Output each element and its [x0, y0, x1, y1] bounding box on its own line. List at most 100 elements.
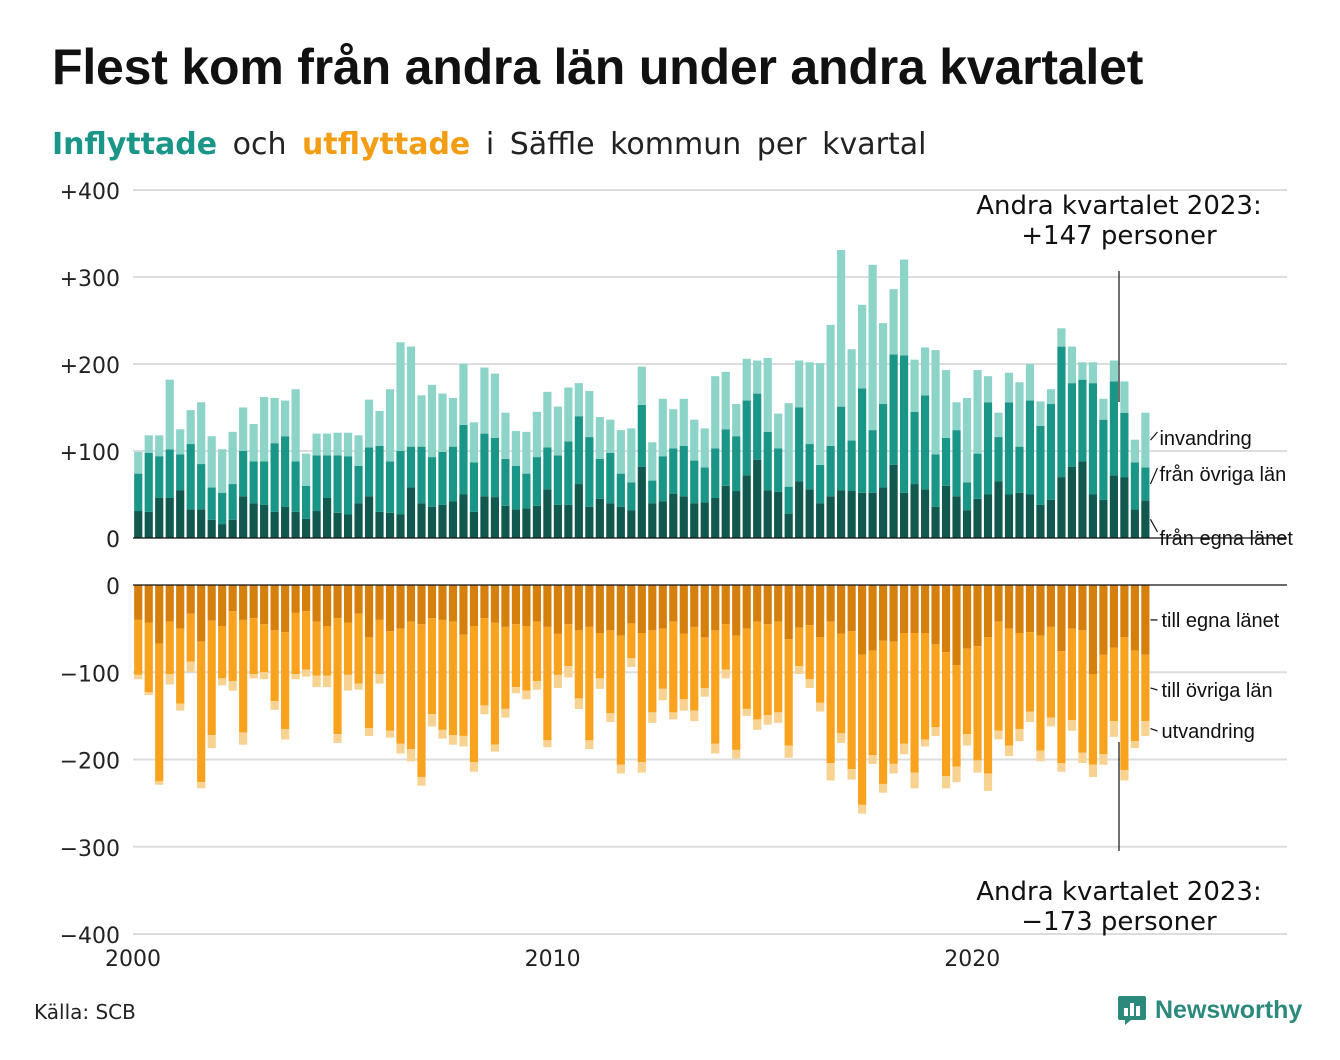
- bar-out-emigration: [1099, 754, 1108, 765]
- bar-in-local: [134, 511, 143, 538]
- bar-out-local: [448, 585, 458, 622]
- bar-in-immigration: [302, 453, 311, 486]
- bar-in-other: [637, 404, 646, 467]
- bar-out-other: [480, 618, 489, 706]
- bar-out-other: [134, 619, 143, 675]
- bar-out-emigration: [1088, 764, 1098, 777]
- series-label-utvandring: utvandring: [1161, 721, 1254, 743]
- bar-out-emigration: [669, 712, 678, 720]
- bar-out-emigration: [134, 674, 143, 680]
- bar-out-emigration: [721, 669, 730, 679]
- bar-in-immigration: [1067, 346, 1077, 384]
- bar-out-emigration: [637, 762, 646, 773]
- subtitle-inflyttade: Inflyttade: [52, 127, 218, 162]
- bar-in-local: [952, 496, 961, 538]
- bar-in-local: [375, 511, 384, 538]
- bar-out-other: [837, 633, 846, 734]
- bar-out-emigration: [1046, 717, 1056, 727]
- bar-out-local: [511, 585, 521, 625]
- bar-in-immigration: [679, 398, 688, 446]
- bar-out-emigration: [522, 690, 531, 700]
- bar-out-other: [669, 621, 678, 713]
- bar-out-emigration: [427, 714, 437, 727]
- bar-out-emigration: [186, 661, 195, 673]
- bar-out-local: [291, 585, 300, 613]
- bar-out-other: [511, 624, 521, 688]
- chart-title: Flest kom från andra län under andra kva…: [52, 39, 1144, 95]
- bar-out-other: [784, 639, 793, 746]
- bar-out-local: [396, 585, 405, 629]
- bar-out-other: [721, 624, 730, 670]
- bar-in-other: [375, 445, 384, 512]
- bar-in-other: [868, 430, 877, 493]
- bar-out-local: [134, 585, 143, 620]
- bar-out-emigration: [239, 732, 248, 745]
- bar-in-immigration: [879, 323, 888, 405]
- bar-in-other: [1015, 446, 1024, 493]
- bar-in-other: [952, 430, 961, 497]
- bar-out-other: [690, 626, 699, 711]
- bar-in-local: [837, 490, 846, 538]
- bar-out-other: [165, 621, 174, 674]
- bar-out-other: [658, 628, 667, 689]
- bar-out-emigration: [375, 674, 384, 684]
- bar-in-immigration: [847, 349, 856, 441]
- bar-in-local: [270, 511, 279, 538]
- bar-in-immigration: [364, 399, 374, 448]
- bar-in-other: [354, 465, 363, 504]
- bar-in-other: [774, 448, 783, 492]
- bar-in-immigration: [522, 431, 531, 474]
- bar-in-immigration: [931, 350, 940, 455]
- bar-out-emigration: [784, 745, 793, 758]
- bar-in-immigration: [1078, 362, 1087, 380]
- bar-in-immigration: [837, 250, 846, 407]
- bar-in-local: [816, 503, 825, 538]
- bar-out-other: [795, 627, 804, 667]
- bar-in-other: [1046, 404, 1056, 500]
- bar-in-local: [543, 489, 552, 538]
- bar-out-local: [627, 585, 636, 624]
- bar-out-local: [868, 585, 877, 651]
- bar-in-other: [910, 411, 919, 485]
- bar-in-other: [228, 484, 237, 520]
- bar-in-local: [899, 492, 909, 538]
- bar-in-other: [1004, 402, 1014, 495]
- chart-subtitle: Inflyttade och utflyttade i Säffle kommu…: [52, 127, 927, 162]
- bar-out-emigration: [354, 683, 363, 690]
- bar-out-local: [1141, 585, 1150, 655]
- bar-in-other: [270, 443, 279, 512]
- bar-out-local: [679, 585, 688, 634]
- bar-in-other: [532, 457, 541, 506]
- bar-in-local: [501, 505, 510, 538]
- bar-in-other: [690, 460, 699, 504]
- bar-out-emigration: [1109, 721, 1118, 737]
- bar-in-local: [847, 491, 856, 538]
- bar-in-immigration: [459, 364, 468, 425]
- bar-in-other: [574, 416, 583, 485]
- bar-out-emigration: [1141, 721, 1150, 736]
- bar-out-other: [239, 619, 248, 733]
- x-tick-label: 2000: [105, 947, 161, 972]
- series-label-fran-ovriga-lan: från övriga län: [1159, 464, 1286, 486]
- bar-in-other: [239, 451, 248, 497]
- bar-out-emigration: [553, 674, 562, 688]
- bar-in-immigration: [281, 400, 290, 437]
- bar-in-local: [973, 498, 982, 538]
- series-label-leader: [1149, 519, 1158, 533]
- bar-out-other: [1120, 637, 1129, 770]
- bar-out-local: [270, 585, 279, 631]
- bar-in-other: [1099, 419, 1108, 500]
- y-tick-label-lower: −400: [60, 924, 120, 949]
- bar-in-immigration: [165, 379, 174, 450]
- bar-out-emigration: [700, 687, 709, 697]
- bar-in-local: [732, 491, 741, 538]
- bar-in-other: [260, 461, 269, 505]
- bar-out-other: [375, 619, 384, 674]
- bar-in-immigration: [721, 371, 730, 430]
- bar-out-other: [1088, 674, 1098, 765]
- bar-in-immigration: [207, 436, 216, 488]
- bar-out-local: [763, 585, 772, 625]
- bar-out-local: [239, 585, 248, 620]
- bar-in-immigration: [1004, 372, 1014, 403]
- bar-in-local: [1015, 492, 1024, 538]
